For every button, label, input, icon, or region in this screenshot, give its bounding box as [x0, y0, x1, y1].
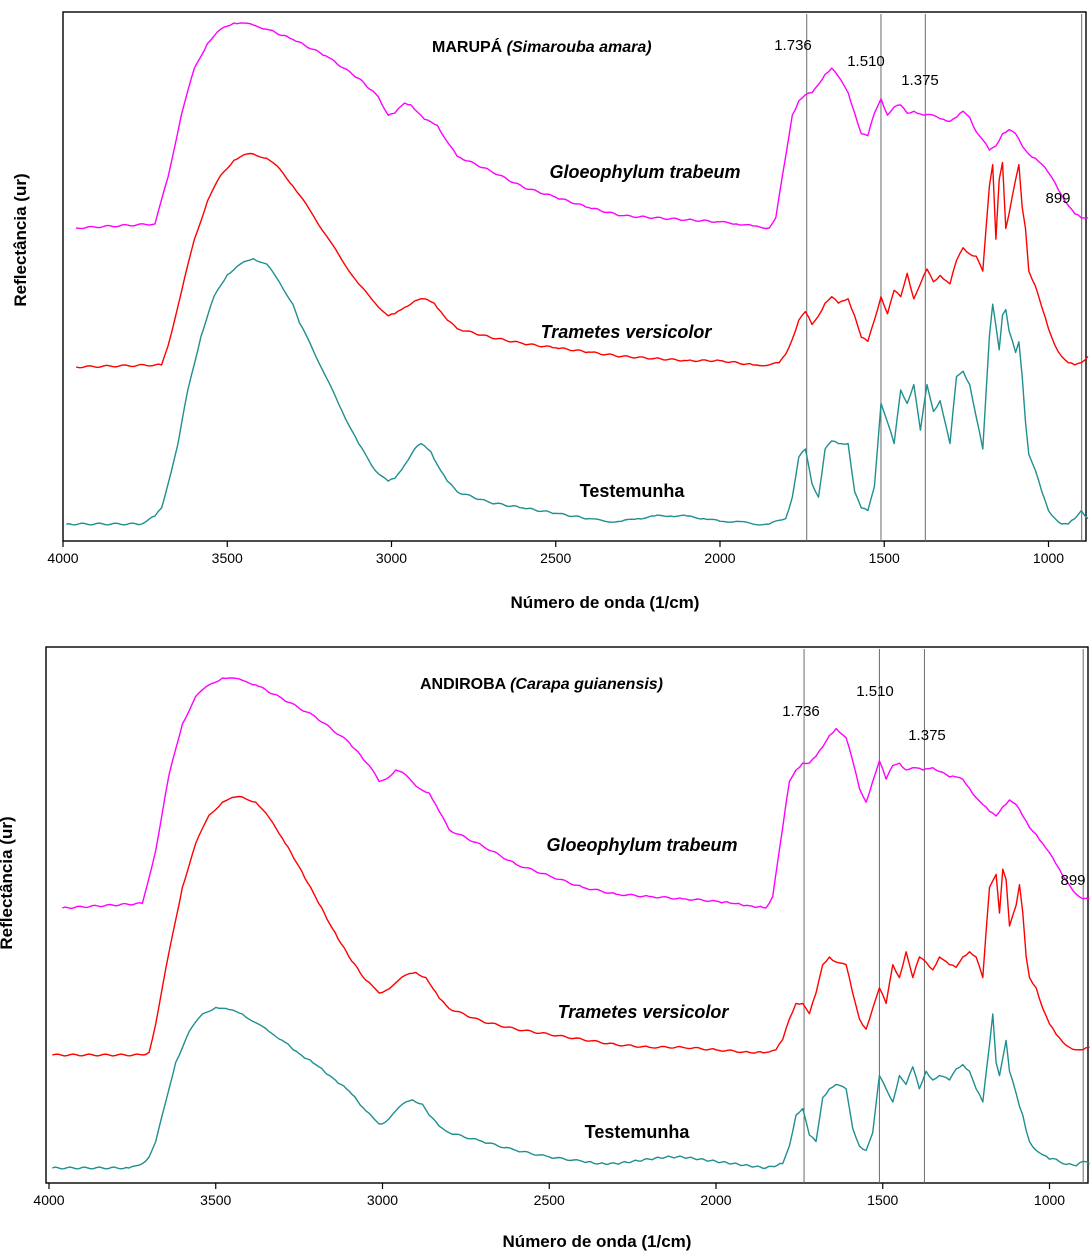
- panel-marupa: 4000 3500 3000 2500 2000 1500 1000 MARUPÁ (Sim…: [11, 11, 1089, 612]
- x-tick-label: 2500: [540, 550, 571, 566]
- chart-title: MARUPÁ (Simarouba amara): [432, 37, 652, 56]
- x-axis-ticks: 4000 3500 3000 2500 2000 1500 1000: [33, 1183, 1065, 1208]
- title-italic: (Simarouba amara): [507, 39, 652, 56]
- reference-lines: [803, 649, 1084, 1183]
- chart-title: ANDIROBA (Carapa guianensis): [420, 676, 663, 693]
- peak-label-1736: 1.736: [774, 37, 812, 54]
- x-axis-label: Número de onda (1/cm): [511, 593, 700, 612]
- series-line-trametes-versicolor: [52, 795, 1090, 1057]
- series-label-testemunha: Testemunha: [580, 481, 686, 501]
- series-line-gloeophylum-trabeum: [76, 22, 1088, 230]
- x-tick-label: 2000: [704, 550, 735, 566]
- x-tick-label: 1000: [1033, 550, 1064, 566]
- x-tick-label: 1500: [869, 550, 900, 566]
- series-label-gloeophylum: Gloeophylum trabeum: [549, 162, 740, 182]
- series-label-testemunha: Testemunha: [585, 1122, 691, 1142]
- peak-label-1736: 1.736: [782, 703, 820, 720]
- plot-frame: [45, 646, 1089, 1184]
- series-label-gloeophylum: Gloeophylum trabeum: [546, 835, 737, 855]
- x-tick-label: 3500: [200, 1192, 231, 1208]
- plot-frame: [62, 11, 1087, 542]
- x-axis-label: Número de onda (1/cm): [503, 1232, 692, 1251]
- x-axis-ticks: 4000 3500 3000 2500 2000 1500 1000: [47, 541, 1064, 566]
- spectra-series: [66, 22, 1089, 526]
- x-tick-label: 3500: [212, 550, 243, 566]
- x-tick-label: 1500: [867, 1192, 898, 1208]
- x-tick-label: 1000: [1034, 1192, 1065, 1208]
- peak-label-1375: 1.375: [901, 72, 939, 89]
- series-line-testemunha: [52, 1006, 1090, 1170]
- title-bold: MARUPÁ: [432, 37, 503, 56]
- peak-label-1510: 1.510: [847, 53, 885, 70]
- x-tick-label: 2000: [700, 1192, 731, 1208]
- x-tick-label: 4000: [33, 1192, 64, 1208]
- x-tick-label: 4000: [47, 550, 78, 566]
- y-axis-label: Reflectância (ur): [0, 816, 16, 949]
- peak-label-899: 899: [1045, 190, 1070, 207]
- series-label-trametes: Trametes versicolor: [558, 1002, 730, 1022]
- title-italic: (Carapa guianensis): [510, 676, 663, 693]
- peak-label-1375: 1.375: [908, 727, 946, 744]
- panel-andiroba: 4000 3500 3000 2500 2000 1500 1000 ANDIROBA (C…: [0, 646, 1090, 1251]
- series-label-trametes: Trametes versicolor: [541, 322, 713, 342]
- title-bold: ANDIROBA: [420, 676, 507, 693]
- peak-label-1510: 1.510: [856, 683, 894, 700]
- spectra-series: [52, 677, 1090, 1170]
- peak-label-899: 899: [1060, 872, 1085, 889]
- x-tick-label: 2500: [534, 1192, 565, 1208]
- series-line-testemunha: [66, 258, 1089, 526]
- series-line-trametes-versicolor: [75, 152, 1089, 369]
- series-line-gloeophylum-trabeum: [62, 677, 1090, 910]
- x-tick-label: 3000: [367, 1192, 398, 1208]
- y-axis-label: Reflectância (ur): [11, 173, 30, 306]
- x-tick-label: 3000: [376, 550, 407, 566]
